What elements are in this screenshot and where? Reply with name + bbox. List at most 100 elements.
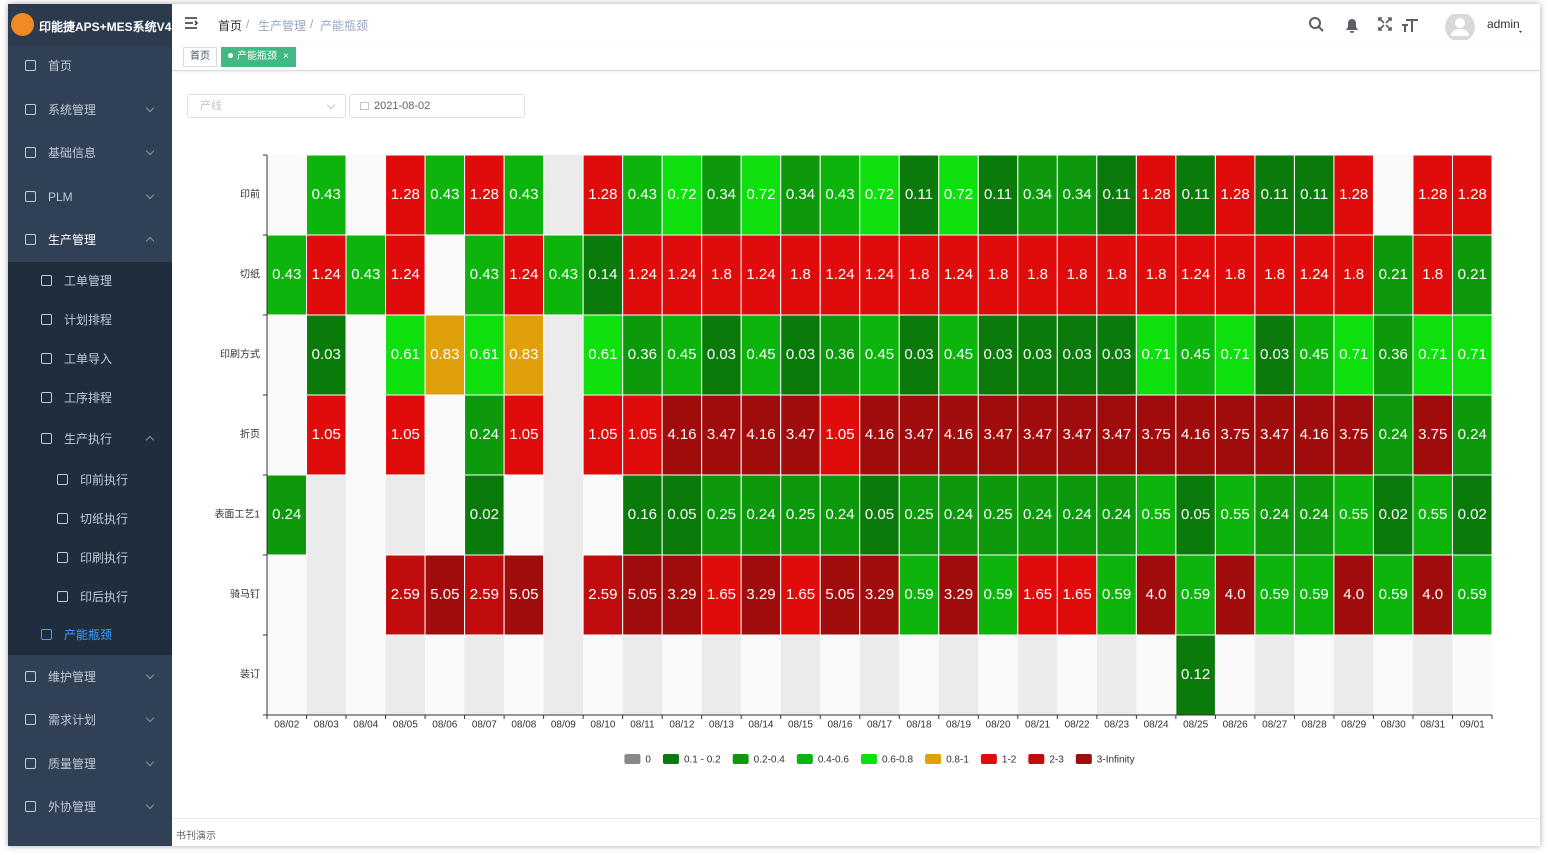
cell-label: 5.05 xyxy=(509,586,538,603)
user-name[interactable]: admin xyxy=(1487,17,1520,31)
menu-item[interactable]: 生产管理 xyxy=(8,230,172,250)
hamburger[interactable] xyxy=(184,16,198,30)
breadcrumb-item[interactable]: 首页 xyxy=(218,19,243,33)
heat-cell xyxy=(819,234,861,316)
cell-label: 0.71 xyxy=(1339,346,1368,363)
x-tick-label: 08/03 xyxy=(314,720,339,731)
x-tick-label: 08/17 xyxy=(867,720,892,731)
cell-label: 3.75 xyxy=(1221,426,1250,443)
menu-item[interactable]: 维护管理 xyxy=(8,667,172,687)
cell-label: 4.16 xyxy=(865,426,894,443)
legend-swatch xyxy=(980,754,997,764)
cell-label: 1.8 xyxy=(711,266,732,283)
tag-active[interactable]: 产能瓶颈 × xyxy=(221,47,296,67)
heat-cell xyxy=(898,314,940,396)
menu-item[interactable]: 产能瓶颈 xyxy=(8,625,172,645)
cell-label: 4.0 xyxy=(1225,586,1246,603)
cell-label: 0.45 xyxy=(1181,346,1210,363)
cell-label: 1.05 xyxy=(312,426,341,443)
cell-label: 0.24 xyxy=(272,506,301,523)
cell-label: 0.03 xyxy=(707,346,736,363)
cell-label: 0.43 xyxy=(470,266,499,283)
menu-item[interactable]: PLM xyxy=(8,187,172,207)
heat-cell xyxy=(1135,154,1177,236)
heat-cell xyxy=(424,554,466,636)
x-tick-label: 08/28 xyxy=(1302,720,1327,731)
avatar[interactable] xyxy=(1445,14,1475,40)
cell-label: 1.24 xyxy=(391,266,420,283)
cell-label: 0.55 xyxy=(1339,506,1368,523)
cell-label: 1.05 xyxy=(509,426,538,443)
fullscreen-icon[interactable] xyxy=(1378,17,1392,31)
menu-item[interactable]: 印刷执行 xyxy=(8,548,172,568)
heat-cell xyxy=(385,154,426,236)
heat-cell xyxy=(1175,554,1216,636)
menu-item[interactable]: 首页 xyxy=(8,56,172,76)
x-tick-label: 08/09 xyxy=(551,720,576,731)
cell-label: 0.24 xyxy=(1379,426,1408,443)
heat-cell xyxy=(898,154,940,236)
size-icon[interactable] xyxy=(1402,19,1418,32)
heat-cell xyxy=(622,394,663,476)
y-tick-label: 装订 xyxy=(240,668,260,681)
cell-label: 0.36 xyxy=(628,346,657,363)
cell-label: 0.71 xyxy=(1458,346,1487,363)
x-tick-label: 08/08 xyxy=(511,720,536,731)
menu-label: 计划排程 xyxy=(64,313,113,327)
cell-label: 0.21 xyxy=(1458,266,1487,283)
x-tick-label: 08/30 xyxy=(1381,720,1406,731)
search-icon[interactable] xyxy=(1309,17,1324,32)
menu-item[interactable]: 工单导入 xyxy=(8,349,172,369)
heat-cell xyxy=(859,234,900,316)
menu-item[interactable]: 生产执行 xyxy=(8,429,172,449)
heat-cell xyxy=(385,314,426,396)
cell-label: 0.05 xyxy=(1181,506,1210,523)
heat-cell xyxy=(1175,474,1216,556)
cell-label: 1.24 xyxy=(667,266,696,283)
cell-label: 1.24 xyxy=(944,266,973,283)
x-tick-label: 08/12 xyxy=(669,720,694,731)
menu-item[interactable]: 质量管理 xyxy=(8,754,172,774)
cell-label: 0.02 xyxy=(1458,506,1487,523)
menu-item[interactable]: 系统管理 xyxy=(8,100,172,120)
heat-cell xyxy=(1254,314,1295,396)
heat-cell xyxy=(1293,394,1335,476)
heat-cell xyxy=(1096,154,1137,236)
cell-label: 1.24 xyxy=(312,266,341,283)
heat-cell xyxy=(701,154,742,236)
y-tick-label: 折页 xyxy=(240,428,260,441)
heat-cell xyxy=(1135,554,1177,636)
heat-cell xyxy=(1135,394,1177,476)
bell-icon[interactable] xyxy=(1346,19,1358,33)
breadcrumb-item[interactable]: 生产管理 xyxy=(258,19,307,33)
menu-label: 工序排程 xyxy=(64,391,113,405)
menu-item[interactable]: 切纸执行 xyxy=(8,509,172,529)
logo[interactable]: 印能捷APS+MES系统V4.0 xyxy=(8,4,181,46)
heat-cell xyxy=(464,234,505,316)
tag[interactable]: 首页 xyxy=(183,47,217,67)
cell-label: 1.28 xyxy=(391,186,420,203)
menu-item[interactable]: 外协管理 xyxy=(8,797,172,817)
menu-item[interactable]: 印前执行 xyxy=(8,470,172,490)
menu-item[interactable]: 需求计划 xyxy=(8,710,172,730)
cell-label: 0.43 xyxy=(509,186,538,203)
cell-label: 0.43 xyxy=(272,266,301,283)
menu-item[interactable]: 工单管理 xyxy=(8,271,172,291)
menu-item[interactable]: 计划排程 xyxy=(8,310,172,330)
cell-label: 0.36 xyxy=(825,346,854,363)
cell-label: 3.47 xyxy=(1260,426,1289,443)
tags-view: 首页 产能瓶颈 × xyxy=(172,44,1540,71)
menu-item[interactable]: 工序排程 xyxy=(8,388,172,408)
heat-cell xyxy=(898,394,940,476)
line-select[interactable]: 产线 xyxy=(187,94,346,118)
date-picker[interactable]: 2021-08-02 xyxy=(349,94,525,118)
cell-label: 1.65 xyxy=(1023,586,1052,603)
logo-text: 印能捷APS+MES系统V4.0 xyxy=(39,20,182,34)
heat-cell xyxy=(1293,314,1335,396)
heat-cell xyxy=(1412,474,1453,556)
cell-label: 0.83 xyxy=(430,346,459,363)
menu-item[interactable]: 基础信息 xyxy=(8,143,172,163)
menu-item[interactable]: 印后执行 xyxy=(8,587,172,607)
menu-label: 切纸执行 xyxy=(80,512,129,526)
heat-cell xyxy=(582,314,624,396)
